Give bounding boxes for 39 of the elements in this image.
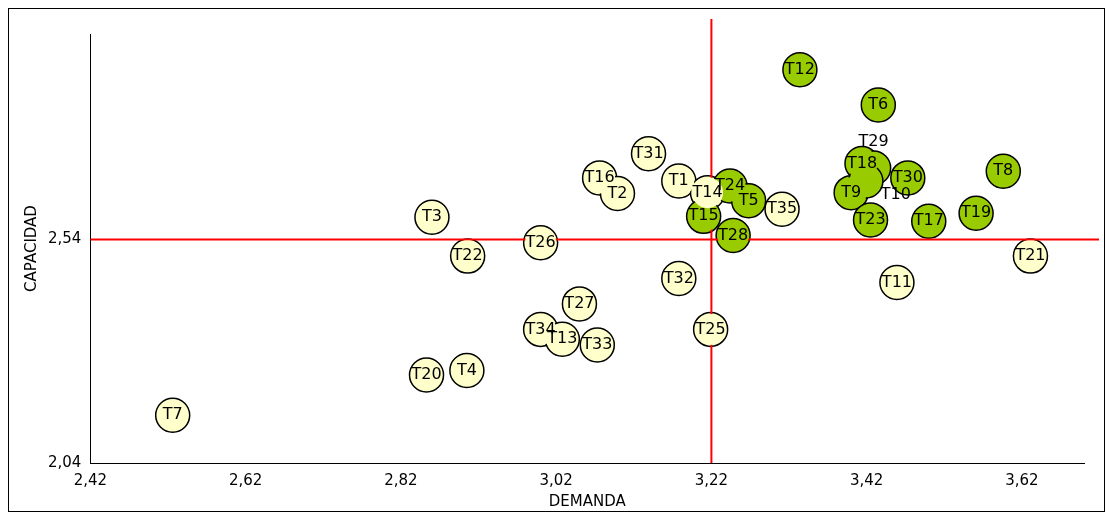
data-label: T22 xyxy=(451,245,483,265)
data-label: T35 xyxy=(765,198,798,218)
data-label: T5 xyxy=(737,189,759,209)
data-label: T31 xyxy=(632,142,664,162)
data-label: T17 xyxy=(912,210,944,230)
x-tick-label: 2,62 xyxy=(228,470,263,489)
data-label: T26 xyxy=(524,231,556,251)
data-label: T12 xyxy=(783,58,815,78)
x-tick-label: 3,62 xyxy=(1005,470,1039,489)
x-tick-label: 2,82 xyxy=(384,470,418,489)
data-label: T30 xyxy=(891,167,923,187)
data-label: T33 xyxy=(581,334,613,354)
y-tick-label: 2,54 xyxy=(47,229,82,248)
data-label: T28 xyxy=(717,224,749,244)
data-label: T4 xyxy=(455,359,477,379)
data-label: T15 xyxy=(687,205,719,225)
data-label: T23 xyxy=(854,209,886,229)
data-label: T18 xyxy=(845,152,878,172)
data-label: T1 xyxy=(667,170,689,190)
data-label: T9 xyxy=(840,181,862,201)
data-label: T6 xyxy=(867,94,889,114)
data-label: T20 xyxy=(410,364,442,384)
data-label: T3 xyxy=(420,206,442,226)
data-label: T21 xyxy=(1014,245,1046,265)
x-tick-label: 3,22 xyxy=(694,470,729,489)
x-tick-label: 3,42 xyxy=(849,470,884,489)
x-tick-label: 3,02 xyxy=(539,470,573,489)
y-tick-label: 2,04 xyxy=(47,452,82,471)
data-label: T27 xyxy=(563,293,595,313)
x-axis-title: DEMANDA xyxy=(548,491,627,510)
y-axis-title: CAPACIDAD xyxy=(21,205,40,292)
data-label: T19 xyxy=(960,202,992,222)
data-label: T25 xyxy=(694,318,726,338)
data-label: T7 xyxy=(161,404,183,424)
data-label: T29 xyxy=(857,131,889,151)
x-tick-label: 2,42 xyxy=(73,470,108,489)
data-label: T8 xyxy=(992,160,1014,180)
data-label: T11 xyxy=(880,271,912,291)
data-label: T32 xyxy=(662,267,694,287)
